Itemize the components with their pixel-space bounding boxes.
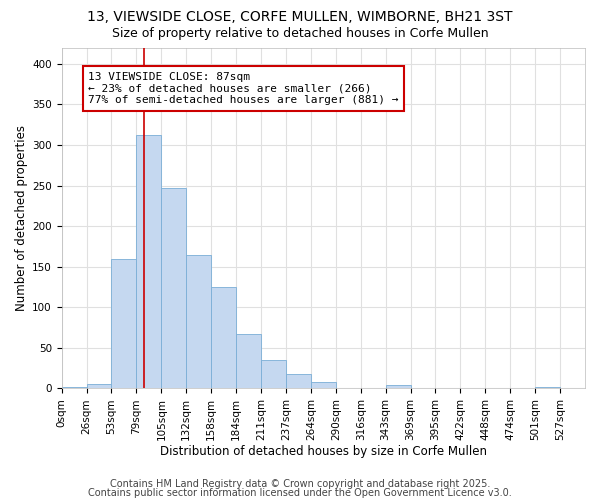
Bar — [261, 360, 286, 388]
Text: Contains HM Land Registry data © Crown copyright and database right 2025.: Contains HM Land Registry data © Crown c… — [110, 479, 490, 489]
Bar — [186, 254, 211, 388]
Bar — [386, 385, 410, 388]
Bar — [236, 334, 261, 388]
Bar — [211, 287, 236, 388]
Bar — [112, 258, 136, 388]
X-axis label: Distribution of detached houses by size in Corfe Mullen: Distribution of detached houses by size … — [160, 444, 487, 458]
Bar — [86, 384, 112, 388]
Bar — [286, 374, 311, 388]
Bar — [311, 382, 336, 388]
Text: 13, VIEWSIDE CLOSE, CORFE MULLEN, WIMBORNE, BH21 3ST: 13, VIEWSIDE CLOSE, CORFE MULLEN, WIMBOR… — [87, 10, 513, 24]
Bar — [161, 188, 186, 388]
Text: Size of property relative to detached houses in Corfe Mullen: Size of property relative to detached ho… — [112, 28, 488, 40]
Bar — [136, 135, 161, 388]
Bar — [535, 387, 560, 388]
Text: 13 VIEWSIDE CLOSE: 87sqm
← 23% of detached houses are smaller (266)
77% of semi-: 13 VIEWSIDE CLOSE: 87sqm ← 23% of detach… — [88, 72, 398, 105]
Y-axis label: Number of detached properties: Number of detached properties — [15, 125, 28, 311]
Bar — [62, 387, 86, 388]
Text: Contains public sector information licensed under the Open Government Licence v3: Contains public sector information licen… — [88, 488, 512, 498]
